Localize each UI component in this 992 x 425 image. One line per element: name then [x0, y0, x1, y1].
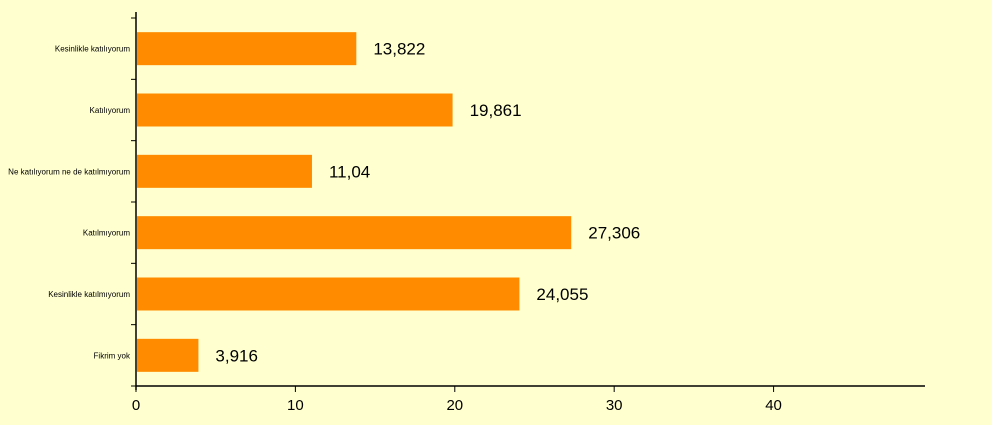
bar-2: [137, 154, 312, 188]
category-label-2: Ne katılıyorum ne de katılmıyorum: [8, 167, 130, 176]
value-label-1: 19,861: [470, 101, 522, 120]
category-label-4: Kesinlikle katılmıyorum: [48, 290, 130, 299]
bars-layer: [137, 32, 572, 372]
value-label-5: 3,916: [215, 346, 258, 365]
axes-layer: 0 10 20 30 40: [131, 12, 925, 414]
labels-layer: Kesinlikle katılıyorum 13,822 Katılıyorum 1…: [8, 40, 640, 366]
value-label-4: 24,055: [536, 285, 588, 304]
value-label-2: 11,04: [329, 162, 370, 181]
x-tick-label-3: 30: [606, 397, 623, 414]
category-label-3: Katılmıyorum: [83, 229, 130, 238]
value-label-3: 27,306: [588, 224, 640, 243]
value-label-0: 13,822: [373, 40, 425, 59]
bar-4: [137, 277, 520, 311]
bar-1: [137, 93, 453, 127]
category-label-0: Kesinlikle katılıyorum: [55, 45, 130, 54]
x-tick-label-1: 10: [287, 397, 304, 414]
category-label-1: Katılıyorum: [90, 106, 131, 115]
x-tick-label-0: 0: [132, 397, 140, 414]
bar-3: [137, 216, 572, 250]
x-tick-label-2: 20: [446, 397, 463, 414]
category-label-5: Fikrim yok: [94, 351, 131, 360]
x-tick-label-4: 40: [765, 397, 782, 414]
bar-0: [137, 32, 357, 66]
bar-5: [137, 338, 199, 372]
